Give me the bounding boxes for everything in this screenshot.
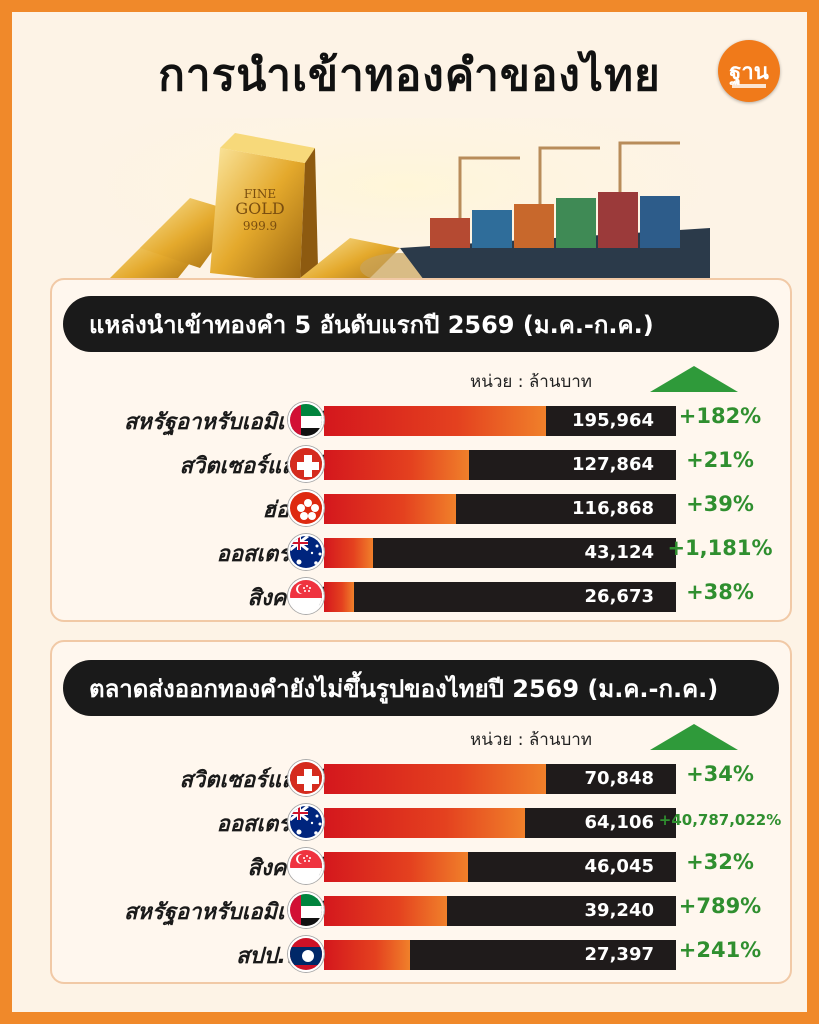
page-title: การนำเข้าทองคำของไทย xyxy=(158,50,661,101)
singapore-flag-icon xyxy=(288,848,324,884)
laos-flag-icon xyxy=(288,936,324,972)
value-label: 39,240 xyxy=(584,900,654,921)
chart-row: สิงคโปร์ 26,673 +38% xyxy=(50,578,790,614)
increase-arrow-icon xyxy=(650,724,738,750)
gold-bar-main xyxy=(210,148,305,283)
uae-flag-icon xyxy=(288,892,324,928)
change-percent: +39% xyxy=(686,492,754,516)
value-label: 43,124 xyxy=(584,542,654,563)
chart-row: ฮ่องกง116,868+39% xyxy=(50,490,790,526)
value-label: 26,673 xyxy=(584,586,654,607)
change-percent: +241% xyxy=(678,938,762,962)
exports-unit-label: หน่วย : ล้านบาท xyxy=(470,730,592,750)
change-percent: +182% xyxy=(678,404,762,428)
chart-row: ออสเตรเลีย 64,106 +40,787,022% xyxy=(50,804,790,840)
bar xyxy=(324,450,469,480)
change-percent: +1,181% xyxy=(667,536,773,560)
change-percent: +789% xyxy=(678,894,762,918)
australia-flag-icon xyxy=(288,534,324,570)
thansettakij-logo: ฐาน xyxy=(718,40,780,102)
gold-bar-text: FINE xyxy=(244,187,276,201)
uae-flag-icon xyxy=(288,402,324,438)
gold-bar-text: GOLD xyxy=(235,199,284,218)
bar xyxy=(324,494,456,524)
value-label: 116,868 xyxy=(572,498,654,519)
hero-banner-image: FINE GOLD 999.9 xyxy=(100,118,710,288)
chart-row: สวิตเซอร์แลนด์ 70,848 +34% xyxy=(50,760,790,796)
port-cranes xyxy=(458,141,680,218)
imports-chart-title: แหล่งนำเข้าทองคำ 5 อันดับแรกปี 2569 (ม.ค… xyxy=(63,296,779,352)
switzerland-flag-icon xyxy=(288,446,324,482)
bar-track xyxy=(324,582,676,612)
logo-text: ฐาน xyxy=(729,59,769,85)
switzerland-flag-icon xyxy=(288,760,324,796)
change-percent: +40,787,022% xyxy=(658,811,782,829)
change-percent: +34% xyxy=(686,762,754,786)
singapore-flag-icon xyxy=(288,578,324,614)
bar xyxy=(324,940,410,970)
value-label: 195,964 xyxy=(572,410,654,431)
bar xyxy=(324,896,447,926)
chart-row: ออสเตรเลีย 43,124 +1,181% xyxy=(50,534,790,570)
bar-track xyxy=(324,538,676,568)
gold-and-ship-illustration: FINE GOLD 999.9 xyxy=(100,118,710,288)
change-percent: +38% xyxy=(686,580,754,604)
chart-row: สหรัฐอาหรับเอมิเรตส์ 39,240 +789% xyxy=(50,892,790,928)
bar xyxy=(324,852,468,882)
imports-unit-label: หน่วย : ล้านบาท xyxy=(470,372,592,392)
value-label: 127,864 xyxy=(572,454,654,475)
gold-bar-text: 999.9 xyxy=(243,219,277,233)
container-stack xyxy=(430,192,680,248)
chart-row: สหรัฐอาหรับเอมิเรตส์ 195,964 +182% xyxy=(50,402,790,438)
increase-arrow-icon xyxy=(650,366,738,392)
value-label: 64,106 xyxy=(584,812,654,833)
australia-flag-icon xyxy=(288,804,324,840)
bar xyxy=(324,808,525,838)
chart-row: สิงคโปร์ 46,045 +32% xyxy=(50,848,790,884)
bar xyxy=(324,582,354,612)
chart-row: สวิตเซอร์แลนด์ 127,864 +21% xyxy=(50,446,790,482)
change-percent: +21% xyxy=(686,448,754,472)
bar xyxy=(324,538,373,568)
chart-row: สปป.ลาว 27,397 +241% xyxy=(50,936,790,972)
value-label: 27,397 xyxy=(584,944,654,965)
change-percent: +32% xyxy=(686,850,754,874)
value-label: 46,045 xyxy=(584,856,654,877)
hongkong-flag-icon xyxy=(288,490,324,526)
bar xyxy=(324,406,546,436)
value-label: 70,848 xyxy=(584,768,654,789)
bar xyxy=(324,764,546,794)
exports-chart-title: ตลาดส่งออกทองคำยังไม่ขึ้นรูปของไทยปี 256… xyxy=(63,660,779,716)
